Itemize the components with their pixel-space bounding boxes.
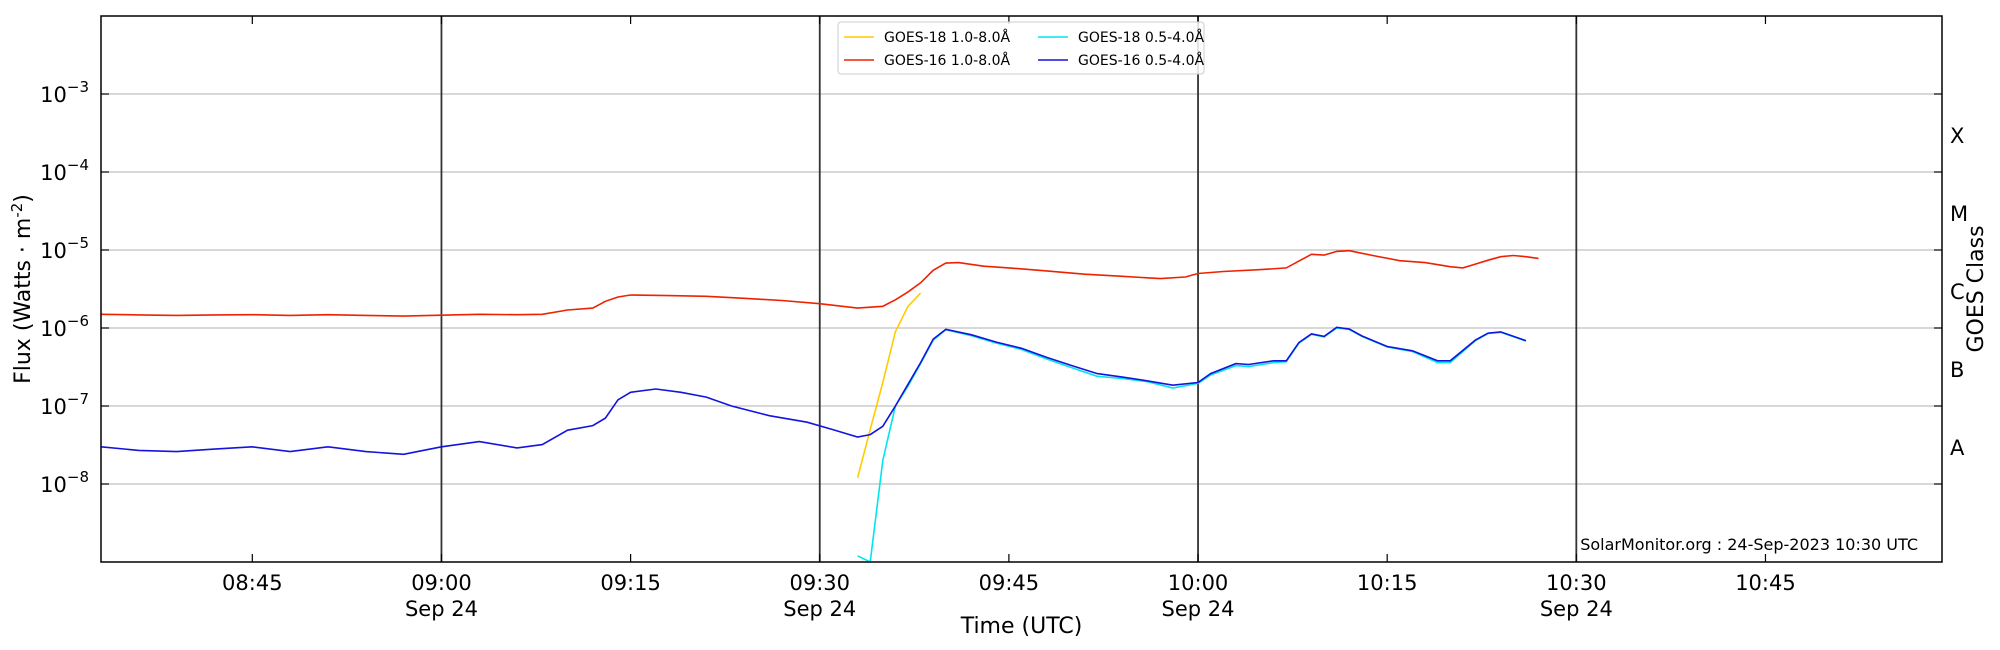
y-axis-title: Flux (Watts · m-2) (8, 194, 36, 384)
x-tick-label: 09:15 (600, 571, 661, 595)
goes-class-label-b: B (1950, 358, 1964, 382)
y-tick-label: 10−5 (40, 234, 89, 263)
legend-label-goes-18-0-5-4-0: GOES-18 0.5-4.0Å (1078, 29, 1204, 46)
x-tick-label: 08:45 (222, 571, 283, 595)
series-line-goes-16-0-5-4-0 (101, 326, 1527, 456)
goes-class-layer: A B C M X (1950, 124, 1968, 460)
plot-frame (100, 15, 1943, 563)
y-tick-base: 10 (40, 83, 67, 107)
grid-layer (101, 93, 1942, 485)
y-axis-title-exponent: -2 (8, 203, 26, 218)
y-tick-base: 10 (40, 395, 67, 419)
y-tick-exponent: −4 (67, 156, 89, 174)
y-tick-label: 10−6 (40, 312, 89, 341)
y-tick-base: 10 (40, 317, 67, 341)
goes-class-label-x: X (1950, 124, 1964, 148)
x-tick-label: 10:00 (1168, 571, 1229, 595)
y-tick-base: 10 (40, 161, 67, 185)
y-tick-label: 10−7 (40, 390, 89, 419)
x-tick-label: 09:00 (411, 571, 472, 595)
legend-box (837, 21, 1205, 75)
legend-label-goes-18-1-0-8-0: GOES-18 1.0-8.0Å (884, 29, 1010, 46)
series-line-goes-18-1-0-8-0 (856, 292, 922, 479)
x-tick-date-label: Sep 24 (783, 597, 856, 621)
goes-class-label-a: A (1950, 436, 1965, 460)
y-tick-base: 10 (40, 239, 67, 263)
x-tick-label: 09:45 (979, 571, 1040, 595)
series-line-goes-16-1-0-8-0 (101, 249, 1539, 317)
y-tick-exponent: −7 (67, 390, 89, 408)
legend: GOES-18 1.0-8.0Å GOES-16 1.0-8.0Å GOES-18 … (837, 21, 1205, 75)
x-axis-title: Time (UTC) (960, 614, 1083, 639)
y-tick-exponent: −3 (67, 78, 89, 96)
series-layer (101, 249, 1539, 562)
vertical-line-layer (440, 16, 1578, 562)
y-axis-title-close: ) (11, 194, 36, 203)
y-axis-title-main: Flux (Watts · m (11, 218, 36, 384)
y-tick-label: 10−3 (40, 78, 89, 107)
y-tick-label: 10−8 (40, 468, 89, 497)
x-tick-label: 10:30 (1546, 571, 1607, 595)
y-tick-exponent: −5 (67, 234, 89, 252)
goes-class-axis-title: GOES Class (1964, 225, 1989, 352)
y-tick-label: 10−4 (40, 156, 89, 185)
legend-label-goes-16-1-0-8-0: GOES-16 1.0-8.0Å (884, 52, 1010, 69)
goes-class-label-m: M (1950, 202, 1968, 226)
x-tick-date-label: Sep 24 (405, 597, 478, 621)
goes-class-label-c: C (1950, 280, 1965, 304)
credit-text: SolarMonitor.org : 24-Sep-2023 10:30 UTC (1580, 535, 1918, 554)
y-tick-layer: 10−810−710−610−510−410−3 (40, 78, 1942, 497)
x-tick-date-label: Sep 24 (1540, 597, 1613, 621)
x-tick-label: 09:30 (789, 571, 850, 595)
series-line-goes-18-0-5-4-0 (857, 327, 1527, 562)
y-tick-base: 10 (40, 473, 67, 497)
legend-label-goes-16-0-5-4-0: GOES-16 0.5-4.0Å (1078, 52, 1204, 69)
x-tick-label: 10:45 (1735, 571, 1796, 595)
y-tick-exponent: −6 (67, 312, 89, 330)
y-tick-exponent: −8 (67, 468, 89, 486)
x-tick-date-label: Sep 24 (1162, 597, 1235, 621)
x-tick-label: 10:15 (1357, 571, 1418, 595)
